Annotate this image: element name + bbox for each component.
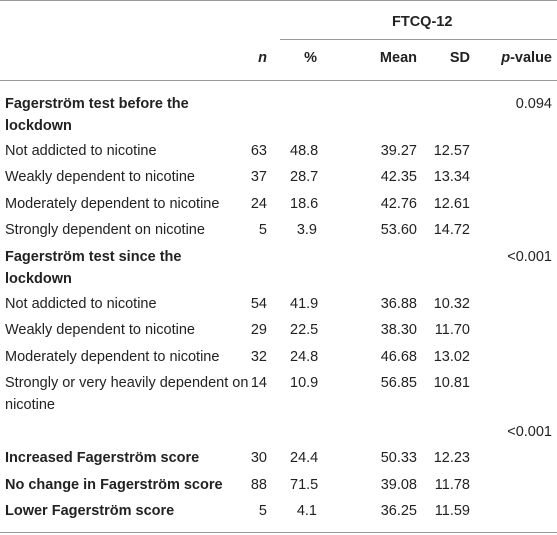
row-sd: 14.72	[433, 222, 470, 238]
row-sd: 13.34	[433, 169, 470, 185]
header-rule	[0, 80, 557, 81]
group-underline	[280, 39, 557, 40]
row-pct: 28.7	[290, 169, 319, 185]
section-title-cont: lockdown	[5, 271, 72, 287]
row-mean: 38.30	[380, 322, 417, 338]
row-label-cont: nicotine	[5, 397, 55, 413]
row-pct: 24.8	[290, 349, 319, 365]
bottom-rule	[0, 532, 557, 533]
row-mean: 39.27	[380, 143, 417, 159]
row-label: Moderately dependent to nicotine	[5, 196, 220, 212]
row-pct: 3.9	[296, 222, 317, 238]
row-pct: 24.4	[290, 450, 319, 466]
row-label: Increased Fagerström score	[5, 450, 200, 466]
row-n: 5	[258, 222, 267, 238]
row-pct: 10.9	[290, 375, 319, 391]
row-label: Strongly or very heavily dependent on	[5, 375, 249, 391]
section-title: Fagerström test since the	[5, 249, 182, 265]
row-n: 54	[250, 296, 267, 312]
section-title: Fagerström test before the	[5, 96, 189, 112]
row-sd: 11.70	[434, 322, 470, 338]
row-mean: 36.88	[380, 296, 417, 312]
row-sd: 11.59	[434, 503, 470, 519]
row-n: 30	[250, 450, 267, 466]
row-pct: 41.9	[290, 296, 319, 312]
top-rule	[0, 0, 557, 1]
group-header: FTCQ-12	[392, 14, 453, 30]
row-label: Moderately dependent to nicotine	[5, 349, 220, 365]
row-sd: 10.81	[433, 375, 470, 391]
row-mean: 42.76	[380, 196, 417, 212]
row-mean: 53.60	[380, 222, 417, 238]
row-mean: 36.25	[380, 503, 417, 519]
section-pvalue: 0.094	[515, 96, 552, 112]
change-pvalue: <0.001	[507, 424, 552, 440]
row-label: Not addicted to nicotine	[5, 143, 157, 159]
row-n: 63	[250, 143, 267, 159]
row-sd: 11.78	[434, 477, 470, 493]
row-label: Strongly dependent on nicotine	[5, 222, 205, 238]
section-title-cont: lockdown	[5, 118, 72, 134]
row-sd: 12.61	[433, 196, 470, 212]
row-n: 32	[250, 349, 267, 365]
row-n: 14	[250, 375, 267, 391]
row-sd: 12.57	[433, 143, 470, 159]
col-mean-header: Mean	[379, 50, 417, 66]
col-pvalue-header: p-value	[501, 50, 552, 66]
row-pct: 22.5	[290, 322, 319, 338]
row-n: 37	[250, 169, 267, 185]
row-mean: 50.33	[380, 450, 417, 466]
row-pct: 71.5	[290, 477, 319, 493]
row-label: Not addicted to nicotine	[5, 296, 157, 312]
row-mean: 42.35	[380, 169, 417, 185]
row-mean: 39.08	[380, 477, 417, 493]
row-label: Weakly dependent to nicotine	[5, 322, 195, 338]
col-sd-header: SD	[449, 50, 470, 66]
row-n: 24	[250, 196, 267, 212]
col-n-header: n	[258, 50, 267, 66]
row-sd: 13.02	[433, 349, 470, 365]
row-sd: 10.32	[433, 296, 470, 312]
section-pvalue: <0.001	[507, 249, 552, 265]
row-mean: 56.85	[380, 375, 417, 391]
row-pct: 4.1	[296, 503, 317, 519]
row-pct: 18.6	[290, 196, 319, 212]
row-label: Weakly dependent to nicotine	[5, 169, 195, 185]
col-pct-header: %	[304, 50, 317, 66]
row-n: 5	[258, 503, 267, 519]
row-n: 88	[250, 477, 267, 493]
row-sd: 12.23	[433, 450, 470, 466]
row-pct: 48.8	[290, 143, 319, 159]
row-mean: 46.68	[380, 349, 417, 365]
row-n: 29	[250, 322, 267, 338]
row-label: No change in Fagerström score	[5, 477, 223, 493]
row-label: Lower Fagerström score	[5, 503, 175, 519]
